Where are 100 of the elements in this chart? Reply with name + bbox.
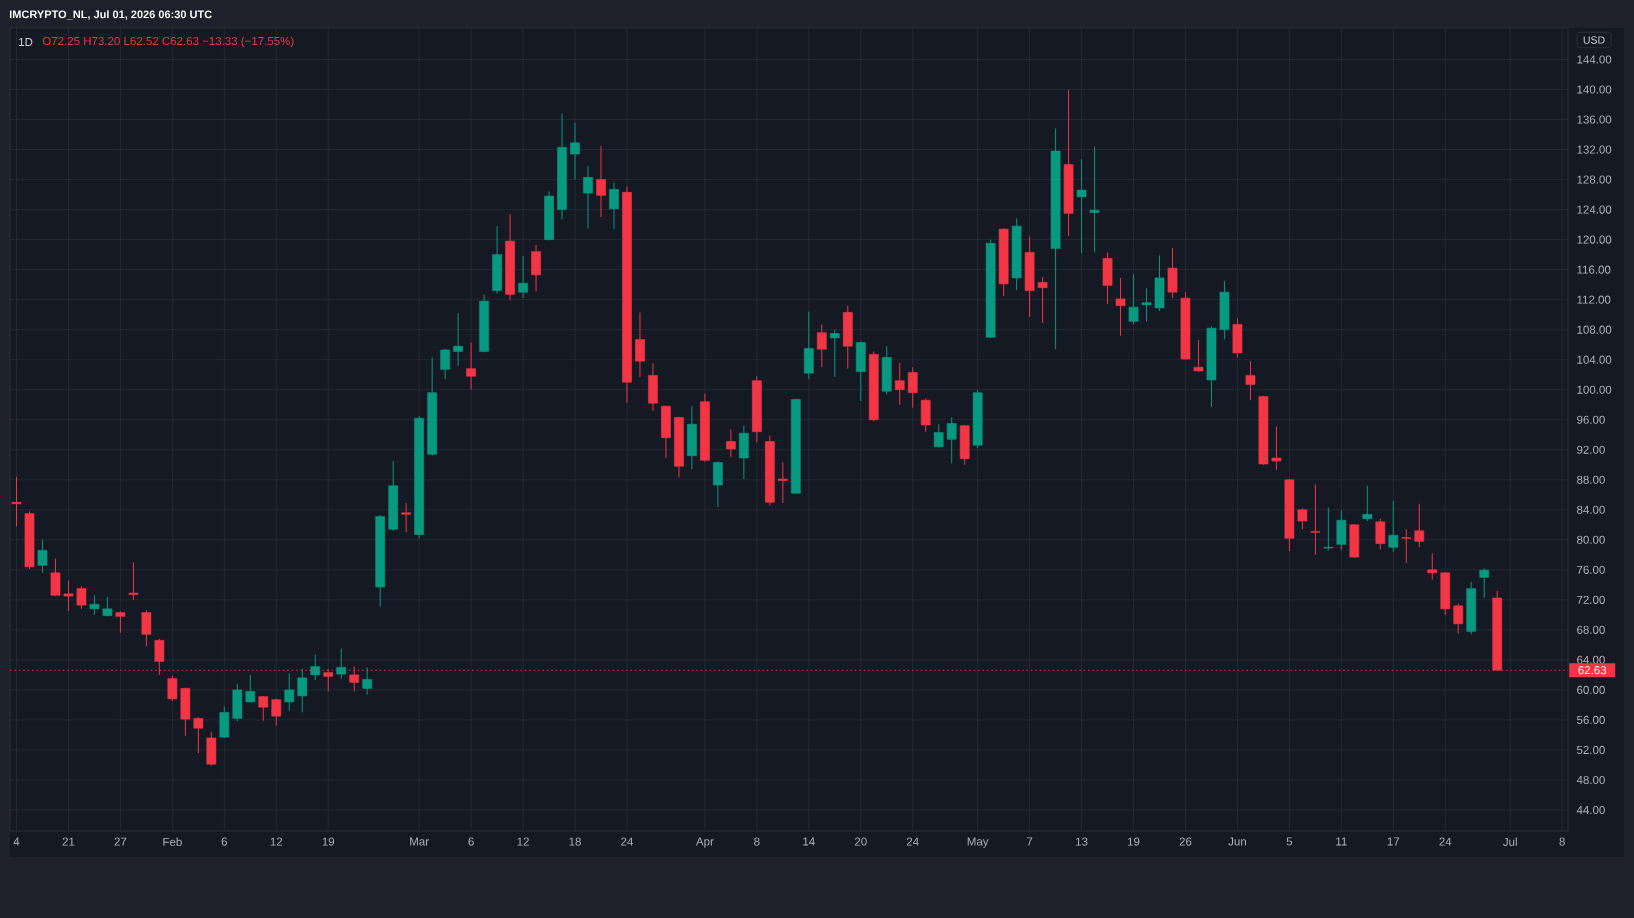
x-tick-label: 8 bbox=[754, 837, 760, 846]
x-tick-label: 17 bbox=[1387, 837, 1400, 846]
candlestick bbox=[1375, 518, 1386, 551]
y-tick-label: 88.00 bbox=[1577, 475, 1605, 484]
candlestick bbox=[518, 255, 528, 299]
candlestick bbox=[713, 461, 723, 508]
candlestick bbox=[1297, 507, 1308, 530]
x-tick-label: 6 bbox=[221, 837, 228, 846]
x-tick-label: 20 bbox=[854, 837, 867, 846]
candlestick bbox=[193, 716, 204, 754]
candlestick bbox=[453, 312, 463, 367]
candlestick bbox=[1479, 567, 1490, 599]
y-tick-label: 84.00 bbox=[1577, 505, 1605, 514]
candlestick bbox=[115, 610, 126, 634]
x-tick-label: 4 bbox=[13, 837, 20, 846]
candlestick bbox=[401, 502, 412, 533]
candlestick bbox=[1310, 483, 1321, 556]
candlestick bbox=[531, 244, 541, 292]
candlestick bbox=[946, 416, 957, 464]
candlestick bbox=[167, 675, 178, 702]
candlestick bbox=[141, 609, 152, 647]
candlestick bbox=[829, 329, 840, 378]
candlestick bbox=[1427, 552, 1438, 581]
text: USD bbox=[1583, 36, 1605, 44]
y-tick-label: 132.00 bbox=[1577, 145, 1612, 154]
candlestick bbox=[1414, 503, 1425, 548]
candlestick bbox=[297, 668, 308, 713]
x-tick-label: Mar bbox=[410, 837, 429, 846]
x-tick-label: 24 bbox=[906, 837, 919, 846]
candlestick bbox=[570, 122, 580, 181]
candlestick bbox=[1037, 276, 1048, 324]
x-tick-label: 8 bbox=[1559, 837, 1565, 846]
candlestick bbox=[466, 341, 476, 391]
y-tick-label: 128.00 bbox=[1577, 175, 1612, 184]
x-tick-label: 19 bbox=[1128, 837, 1140, 846]
y-tick-label: 52.00 bbox=[1576, 745, 1605, 754]
candlestick bbox=[1245, 360, 1256, 401]
x-tick-label: 19 bbox=[322, 837, 335, 846]
candlestick bbox=[583, 165, 593, 229]
x-tick-label: 6 bbox=[468, 837, 474, 846]
candlestick bbox=[258, 695, 269, 722]
candlestick bbox=[310, 654, 321, 681]
candlestick bbox=[245, 674, 256, 704]
candlestick bbox=[1323, 507, 1334, 551]
x-tick-label: May bbox=[967, 837, 989, 848]
candlestick bbox=[50, 558, 61, 597]
y-tick-label: 108.00 bbox=[1577, 325, 1612, 334]
candlestick bbox=[128, 561, 139, 601]
y-tick-label: 60.00 bbox=[1577, 685, 1605, 694]
candlestick bbox=[336, 648, 347, 680]
y-tick-label: 104.00 bbox=[1577, 355, 1612, 364]
y-tick-label: 64.00 bbox=[1577, 655, 1605, 664]
y-tick-label: 68.00 bbox=[1577, 625, 1605, 634]
x-tick-label: Jun bbox=[1228, 837, 1246, 846]
y-tick-label: 76.00 bbox=[1577, 565, 1605, 574]
x-tick-label: Jul bbox=[1503, 837, 1517, 846]
x-tick-label: 7 bbox=[1027, 837, 1033, 846]
x-tick-label: 12 bbox=[517, 837, 529, 846]
candlestick bbox=[1401, 528, 1412, 564]
candlestick bbox=[1453, 603, 1464, 635]
candlestick bbox=[1362, 485, 1373, 522]
candlestick bbox=[76, 585, 87, 610]
ref-line-label: 62.63 bbox=[1578, 666, 1607, 675]
text: IMCRYPTO_NL, Jul 01, 2026 06:30 UTC bbox=[9, 10, 212, 20]
x-tick-label: 26 bbox=[1179, 837, 1192, 846]
x-tick-label: 21 bbox=[62, 837, 75, 846]
y-tick-label: 120.00 bbox=[1577, 235, 1612, 244]
candlestick bbox=[362, 666, 373, 695]
x-tick-label: Apr bbox=[695, 837, 714, 848]
y-tick-label: 144.00 bbox=[1577, 55, 1612, 64]
y-tick-label: 44.00 bbox=[1576, 805, 1605, 815]
y-tick-label: 116.00 bbox=[1577, 265, 1611, 274]
y-tick-label: 56.00 bbox=[1576, 715, 1605, 724]
candlestick bbox=[894, 362, 905, 406]
y-tick-label: 124.00 bbox=[1577, 205, 1612, 214]
x-tick-label: Feb bbox=[163, 837, 182, 846]
candlestick bbox=[63, 579, 74, 612]
candlestick bbox=[37, 539, 48, 574]
x-tick-label: 24 bbox=[1439, 837, 1452, 846]
candlestick bbox=[1128, 273, 1139, 325]
candlestick bbox=[777, 462, 788, 504]
candlestick bbox=[1271, 425, 1282, 471]
text: 1D bbox=[19, 38, 33, 46]
candlestick bbox=[907, 366, 918, 409]
candlestick bbox=[11, 476, 22, 527]
candlestick bbox=[1388, 500, 1399, 553]
x-tick-label: 13 bbox=[1076, 837, 1088, 846]
text: O72.25 H73.20 L62.52 C62.63 −13.33 (−17.55%) bbox=[42, 36, 294, 48]
y-tick-label: 112.00 bbox=[1577, 295, 1611, 304]
y-tick-label: 72.00 bbox=[1577, 595, 1605, 604]
candlestick bbox=[89, 594, 100, 616]
candlestick bbox=[816, 323, 827, 368]
candlestick bbox=[1115, 277, 1126, 337]
x-tick-label: 24 bbox=[621, 837, 634, 846]
y-tick-label: 136.00 bbox=[1577, 115, 1612, 124]
candlestick bbox=[440, 348, 450, 380]
y-tick-label: 48.00 bbox=[1576, 775, 1605, 785]
y-tick-label: 96.00 bbox=[1577, 415, 1605, 424]
candlestick bbox=[1141, 287, 1152, 322]
candlestick bbox=[1193, 339, 1204, 373]
